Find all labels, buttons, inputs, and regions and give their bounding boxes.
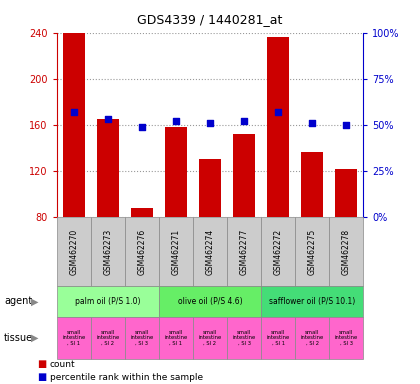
Bar — [301, 152, 323, 309]
Text: GSM462277: GSM462277 — [239, 228, 249, 275]
Text: ■: ■ — [37, 372, 46, 382]
Bar — [335, 169, 357, 309]
Text: agent: agent — [4, 296, 32, 306]
Point — [105, 116, 111, 122]
Text: small
intestine
, SI 1: small intestine , SI 1 — [164, 329, 188, 346]
Text: GSM462276: GSM462276 — [137, 228, 146, 275]
Point — [139, 124, 145, 130]
Text: small
intestine
, SI 2: small intestine , SI 2 — [96, 329, 119, 346]
Text: percentile rank within the sample: percentile rank within the sample — [50, 372, 203, 382]
Text: tissue: tissue — [4, 333, 33, 343]
Text: GSM462275: GSM462275 — [308, 228, 317, 275]
Point — [241, 118, 247, 124]
Text: small
intestine
, SI 3: small intestine , SI 3 — [335, 329, 358, 346]
Text: ■: ■ — [37, 359, 46, 369]
Bar — [233, 134, 255, 309]
Bar — [63, 33, 85, 309]
Bar — [131, 208, 153, 309]
Text: small
intestine
, SI 2: small intestine , SI 2 — [198, 329, 222, 346]
Bar — [199, 159, 221, 309]
Text: GDS4339 / 1440281_at: GDS4339 / 1440281_at — [137, 13, 283, 26]
Text: GSM462274: GSM462274 — [205, 228, 215, 275]
Text: GSM462272: GSM462272 — [274, 228, 283, 275]
Text: GSM462278: GSM462278 — [342, 228, 351, 275]
Point — [207, 120, 213, 126]
Text: count: count — [50, 359, 75, 369]
Text: small
intestine
, SI 1: small intestine , SI 1 — [267, 329, 290, 346]
Text: olive oil (P/S 4.6): olive oil (P/S 4.6) — [178, 297, 242, 306]
Text: GSM462270: GSM462270 — [69, 228, 78, 275]
Text: ▶: ▶ — [31, 296, 38, 306]
Point — [309, 120, 315, 126]
Text: GSM462273: GSM462273 — [103, 228, 112, 275]
Point — [275, 109, 281, 115]
Point — [71, 109, 77, 115]
Text: ▶: ▶ — [31, 333, 38, 343]
Text: palm oil (P/S 1.0): palm oil (P/S 1.0) — [75, 297, 141, 306]
Text: small
intestine
, SI 3: small intestine , SI 3 — [130, 329, 153, 346]
Bar — [267, 37, 289, 309]
Bar — [165, 127, 187, 309]
Text: small
intestine
, SI 1: small intestine , SI 1 — [62, 329, 85, 346]
Bar — [97, 119, 119, 309]
Point — [343, 122, 349, 128]
Text: safflower oil (P/S 10.1): safflower oil (P/S 10.1) — [269, 297, 355, 306]
Text: GSM462271: GSM462271 — [171, 228, 181, 275]
Text: small
intestine
, SI 3: small intestine , SI 3 — [232, 329, 256, 346]
Point — [173, 118, 179, 124]
Text: small
intestine
, SI 2: small intestine , SI 2 — [301, 329, 324, 346]
